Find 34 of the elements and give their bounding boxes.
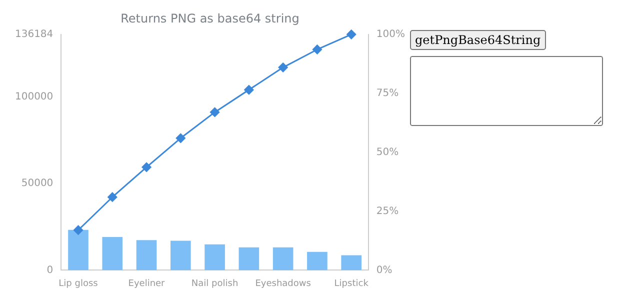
point bbox=[142, 162, 152, 172]
x-tick-label: Nail polish bbox=[191, 278, 238, 289]
y-tick-label: 0 bbox=[46, 264, 54, 276]
chart-title: Returns PNG as base64 string bbox=[120, 11, 300, 26]
x-tick-label: Lipstick bbox=[334, 278, 370, 289]
point bbox=[176, 133, 186, 143]
y-tick-label: 136184 bbox=[14, 28, 54, 40]
y2-tick-label: 50% bbox=[376, 146, 399, 158]
point bbox=[73, 225, 83, 235]
y2-tick-label: 100% bbox=[376, 28, 406, 40]
point bbox=[210, 107, 220, 117]
bar bbox=[307, 252, 328, 270]
bar bbox=[170, 240, 191, 270]
point bbox=[108, 192, 118, 202]
bar bbox=[204, 244, 225, 270]
x-tick-label: Eyeliner bbox=[128, 278, 166, 289]
point bbox=[312, 44, 322, 54]
x-tick-label: Lip gloss bbox=[58, 278, 98, 289]
bar bbox=[68, 230, 88, 270]
point bbox=[346, 30, 356, 40]
bar bbox=[341, 255, 362, 270]
bar bbox=[102, 236, 123, 270]
point bbox=[278, 62, 288, 72]
x-tick-label: Eyeshadows bbox=[255, 278, 312, 289]
bar bbox=[272, 247, 294, 270]
y-tick-label: 50000 bbox=[21, 178, 54, 190]
text: getPngBase64String bbox=[410, 30, 546, 50]
y2-tick-label: 25% bbox=[376, 206, 399, 217]
y-tick-label: 100000 bbox=[14, 92, 54, 103]
bar bbox=[136, 240, 157, 270]
y2-tick-label: 75% bbox=[376, 88, 399, 99]
point bbox=[244, 85, 254, 95]
bar bbox=[238, 247, 260, 270]
y2-tick-label: 0% bbox=[376, 264, 392, 276]
